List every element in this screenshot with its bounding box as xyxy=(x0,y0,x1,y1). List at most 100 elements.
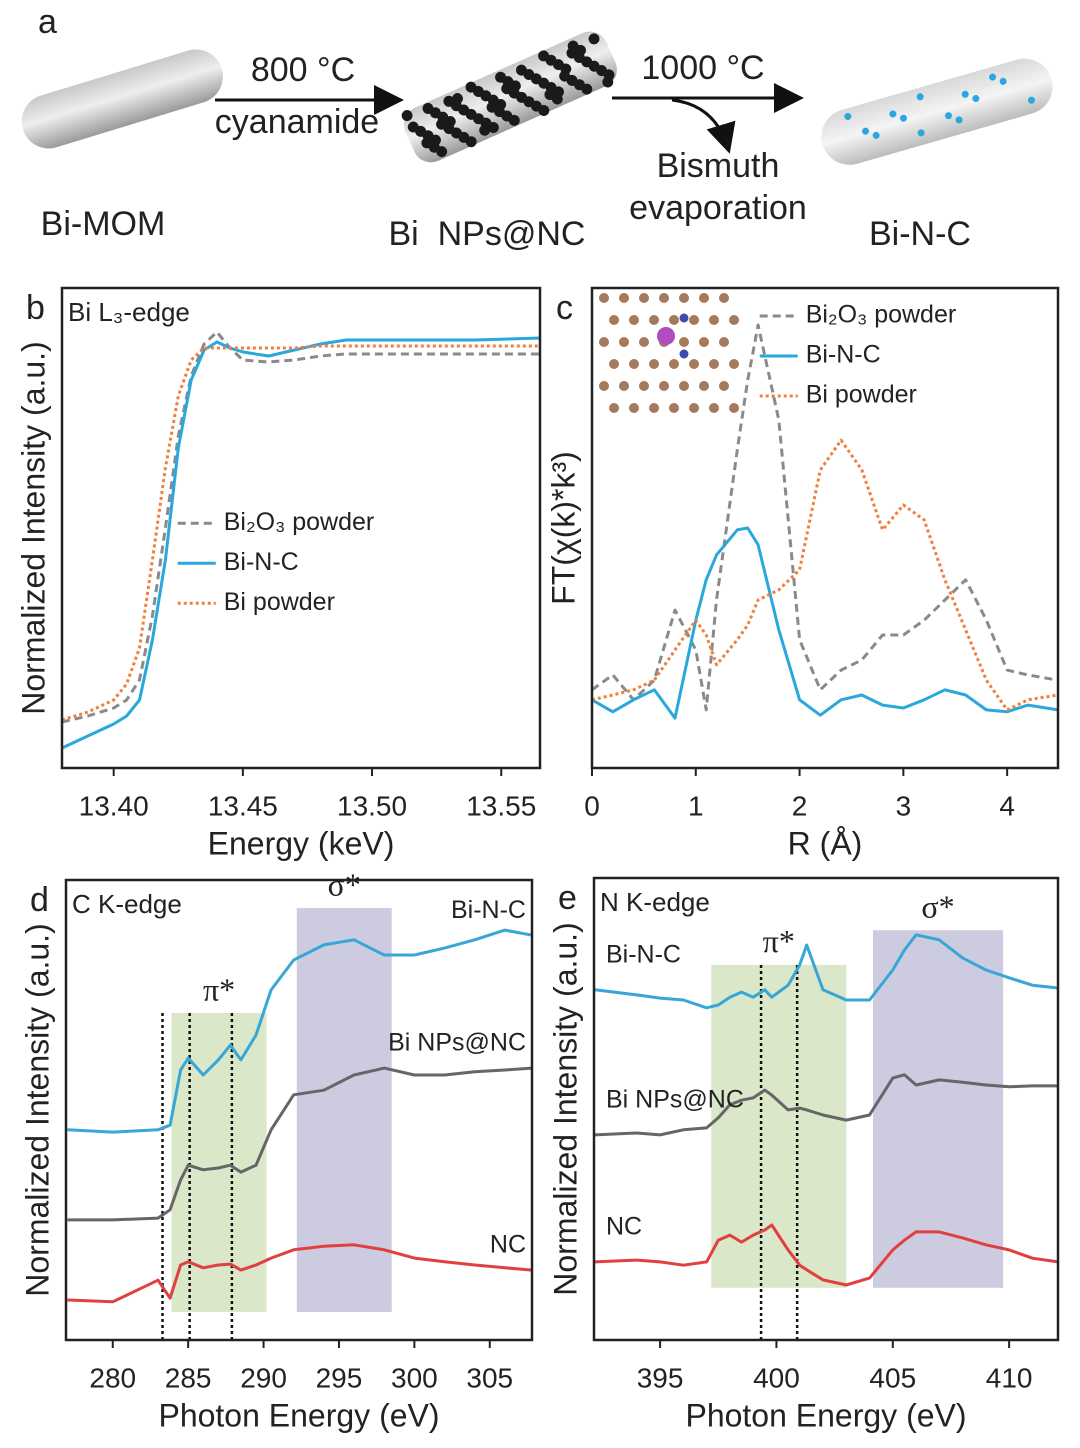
single-atom xyxy=(862,127,870,135)
y-axis-label: FT(χ(k)*k³) xyxy=(545,451,581,605)
plot-frame xyxy=(590,286,1060,770)
single-atom xyxy=(916,93,924,101)
x-axis-label: R (Å) xyxy=(788,825,863,861)
particle xyxy=(566,47,578,59)
particle xyxy=(479,124,491,136)
atom xyxy=(609,403,619,413)
x-axis-label: Photon Energy (eV) xyxy=(158,1397,439,1433)
plot-frame xyxy=(592,876,1060,1342)
atom xyxy=(689,403,699,413)
atom xyxy=(639,293,649,303)
panel-letter: c xyxy=(556,289,573,327)
panel-title: N K-edge xyxy=(600,887,710,917)
panel-title: Bi L₃-edge xyxy=(68,297,190,327)
series-line xyxy=(591,323,1059,712)
x-axis-label: Photon Energy (eV) xyxy=(685,1397,966,1433)
atom xyxy=(719,337,729,347)
atom xyxy=(629,403,639,413)
panel-letter: b xyxy=(26,289,45,327)
atom xyxy=(689,359,699,369)
particle xyxy=(443,95,455,107)
band xyxy=(873,930,1004,1288)
single-atom xyxy=(945,112,953,120)
particle xyxy=(401,110,413,122)
x-tick-label: 4 xyxy=(999,790,1015,821)
atom xyxy=(649,403,659,413)
legend-label: Bi-N-C xyxy=(806,341,881,369)
atom xyxy=(709,315,719,325)
chart: π* σ* Bi-N-C Bi NPs@NC NC 395 400 405 410 Photon … xyxy=(547,876,1060,1433)
series-line xyxy=(61,336,541,750)
particle xyxy=(538,50,550,62)
atom xyxy=(729,315,739,325)
x-tick-label: 285 xyxy=(165,1362,212,1393)
step-temperature: 1000 °C xyxy=(641,49,764,87)
bi-nps-rod xyxy=(401,31,617,163)
x-tick-label: 13.45 xyxy=(208,790,278,821)
band-label: π* xyxy=(763,923,795,959)
atom xyxy=(599,337,609,347)
x-tick-label: 300 xyxy=(391,1362,438,1393)
atom xyxy=(649,315,659,325)
band xyxy=(296,908,392,1312)
particle xyxy=(407,121,419,133)
series-line xyxy=(594,1223,1059,1287)
step-temperature: 800 °C xyxy=(251,51,355,89)
material-label: Bi NPs@NC xyxy=(389,215,586,253)
atom xyxy=(699,381,709,391)
single-atom xyxy=(872,131,880,139)
single-atom xyxy=(889,110,897,118)
x-tick-label: 13.40 xyxy=(79,790,149,821)
material-label: Bi-N-C xyxy=(869,215,971,253)
plot-frame xyxy=(60,286,542,770)
atom xyxy=(619,293,629,303)
atom xyxy=(679,349,689,359)
x-tick-label: 13.55 xyxy=(466,790,536,821)
atom xyxy=(699,337,709,347)
atom xyxy=(649,359,659,369)
atom xyxy=(699,293,709,303)
atom xyxy=(609,359,619,369)
single-atom xyxy=(989,73,997,81)
x-tick-label: 280 xyxy=(89,1362,136,1393)
atom xyxy=(679,313,689,323)
atom xyxy=(659,293,669,303)
atom xyxy=(679,381,689,391)
x-tick-label: 405 xyxy=(869,1362,916,1393)
x-tick-label: 1 xyxy=(688,790,704,821)
series-line xyxy=(61,330,540,724)
particle xyxy=(421,137,433,149)
x-tick-label: 400 xyxy=(753,1362,800,1393)
band-label: σ* xyxy=(921,889,954,925)
series-label: Bi NPs@NC xyxy=(606,1085,744,1113)
atom xyxy=(709,403,719,413)
chart: π* σ* Bi-N-C Bi NPs@NC NC 280 285 290 295 300 305 P… xyxy=(19,866,534,1433)
series-label: Bi-N-C xyxy=(606,940,681,968)
single-atom xyxy=(999,77,1007,85)
panel-letter: e xyxy=(558,879,577,917)
atom xyxy=(719,293,729,303)
panel-letter: d xyxy=(30,881,49,919)
y-axis-label: Normalized Intensity (a.u.) xyxy=(15,341,51,714)
panel-title: C K-edge xyxy=(72,889,182,919)
particle xyxy=(559,70,571,82)
particle xyxy=(602,76,614,88)
atom xyxy=(689,315,699,325)
chart: Bi₂O₃ powder Bi-N-C Bi powder 0 1 2 3 4 R (Å) FT(… xyxy=(545,286,1060,861)
particle xyxy=(436,118,448,130)
atom xyxy=(599,293,609,303)
band-label: σ* xyxy=(328,866,361,902)
structure-inset xyxy=(599,293,739,413)
x-tick-label: 395 xyxy=(637,1362,684,1393)
particle xyxy=(515,64,527,76)
atom xyxy=(669,403,679,413)
y-axis-label: Normalized Intensity (a.u.) xyxy=(19,923,55,1296)
series-line xyxy=(594,933,1059,1010)
y-axis-label: Normalized Intensity (a.u.) xyxy=(547,922,583,1295)
single-atom xyxy=(961,90,969,98)
x-tick-label: 3 xyxy=(896,790,912,821)
single-atom xyxy=(1027,96,1035,104)
atom xyxy=(719,381,729,391)
atom xyxy=(729,403,739,413)
series-label: Bi-N-C xyxy=(451,896,526,924)
